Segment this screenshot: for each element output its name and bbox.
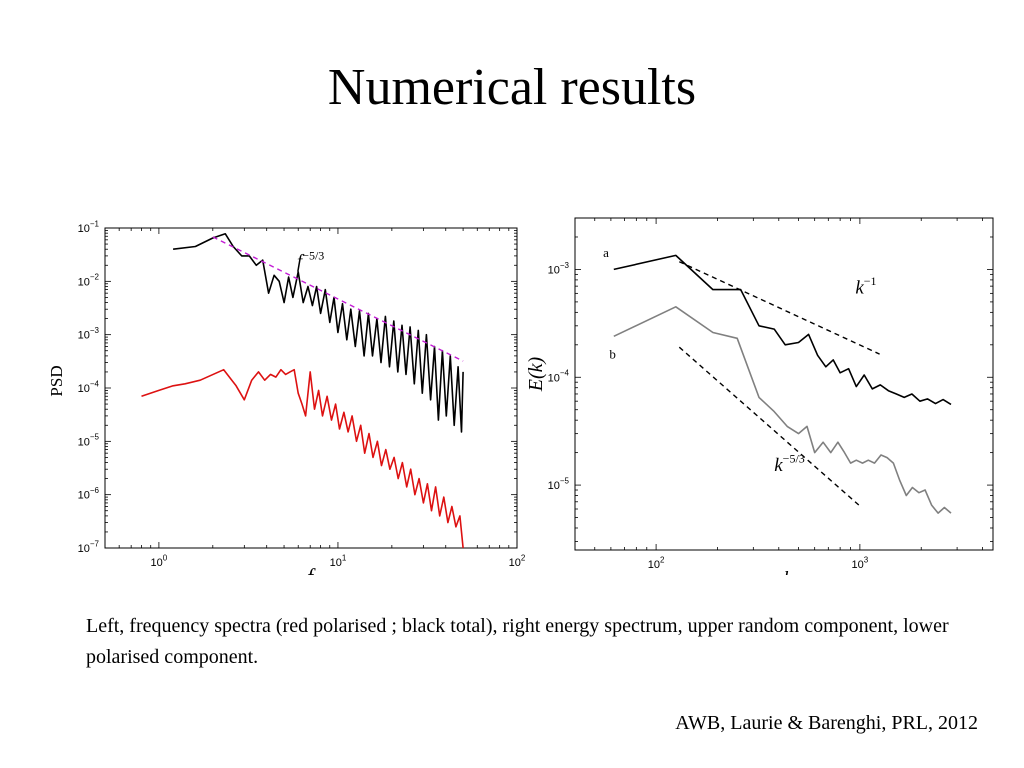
curve-label: a xyxy=(603,245,609,260)
y-tick-label: 10−5 xyxy=(78,433,100,449)
y-tick-label: 10−1 xyxy=(78,219,100,235)
y-tick-label: 10−4 xyxy=(78,379,100,395)
y-tick-label: 10−7 xyxy=(78,539,100,555)
slope-annotation: k−1 xyxy=(855,274,876,298)
reference-slope-line xyxy=(678,346,863,509)
x-tick-label: 101 xyxy=(330,553,347,569)
reference-slope-line xyxy=(679,261,880,355)
y-axis-label: PSD xyxy=(47,365,66,396)
reference-slope-line xyxy=(212,236,464,362)
y-tick-label: 10−5 xyxy=(548,476,570,492)
y-tick-label: 10−4 xyxy=(548,369,570,385)
figure-caption: Left, frequency spectra (red polarised ;… xyxy=(86,615,949,668)
x-axis-label: k xyxy=(784,568,794,575)
x-axis-label: f xyxy=(307,564,316,575)
x-tick-label: 103 xyxy=(852,555,869,571)
slope-annotation: f−5/3 xyxy=(297,248,324,272)
plot-frame xyxy=(574,217,994,551)
x-tick-label: 102 xyxy=(648,555,665,571)
y-tick-label: 10−6 xyxy=(78,486,100,502)
x-tick-label: 100 xyxy=(151,553,168,569)
spectrum-series-line xyxy=(613,254,952,406)
curve-label: b xyxy=(609,346,616,361)
y-tick-label: 10−3 xyxy=(548,261,570,277)
spectrum-series-line xyxy=(141,368,464,549)
slope-annotation: k−5/3 xyxy=(774,452,805,476)
psd-frequency-chart: 100 101 102 10−7 10−6 10−5 10−4 10−3 10−2 10−1 f PS… xyxy=(47,219,526,575)
energy-spectrum-chart: 102 103 10−5 10−4 10−3 k E(k) k−1 k−5/3 a b xyxy=(525,217,994,575)
y-tick-label: 10−2 xyxy=(78,273,100,289)
spectrum-series-line xyxy=(613,305,952,514)
x-tick-label: 102 xyxy=(509,553,526,569)
spectrum-series-line xyxy=(173,233,464,433)
slide-title: Numerical results xyxy=(327,59,697,116)
y-tick-label: 10−3 xyxy=(78,326,100,342)
y-axis-label: E(k) xyxy=(525,356,547,392)
citation: AWB, Laurie & Barenghi, PRL, 2012 xyxy=(675,712,978,734)
